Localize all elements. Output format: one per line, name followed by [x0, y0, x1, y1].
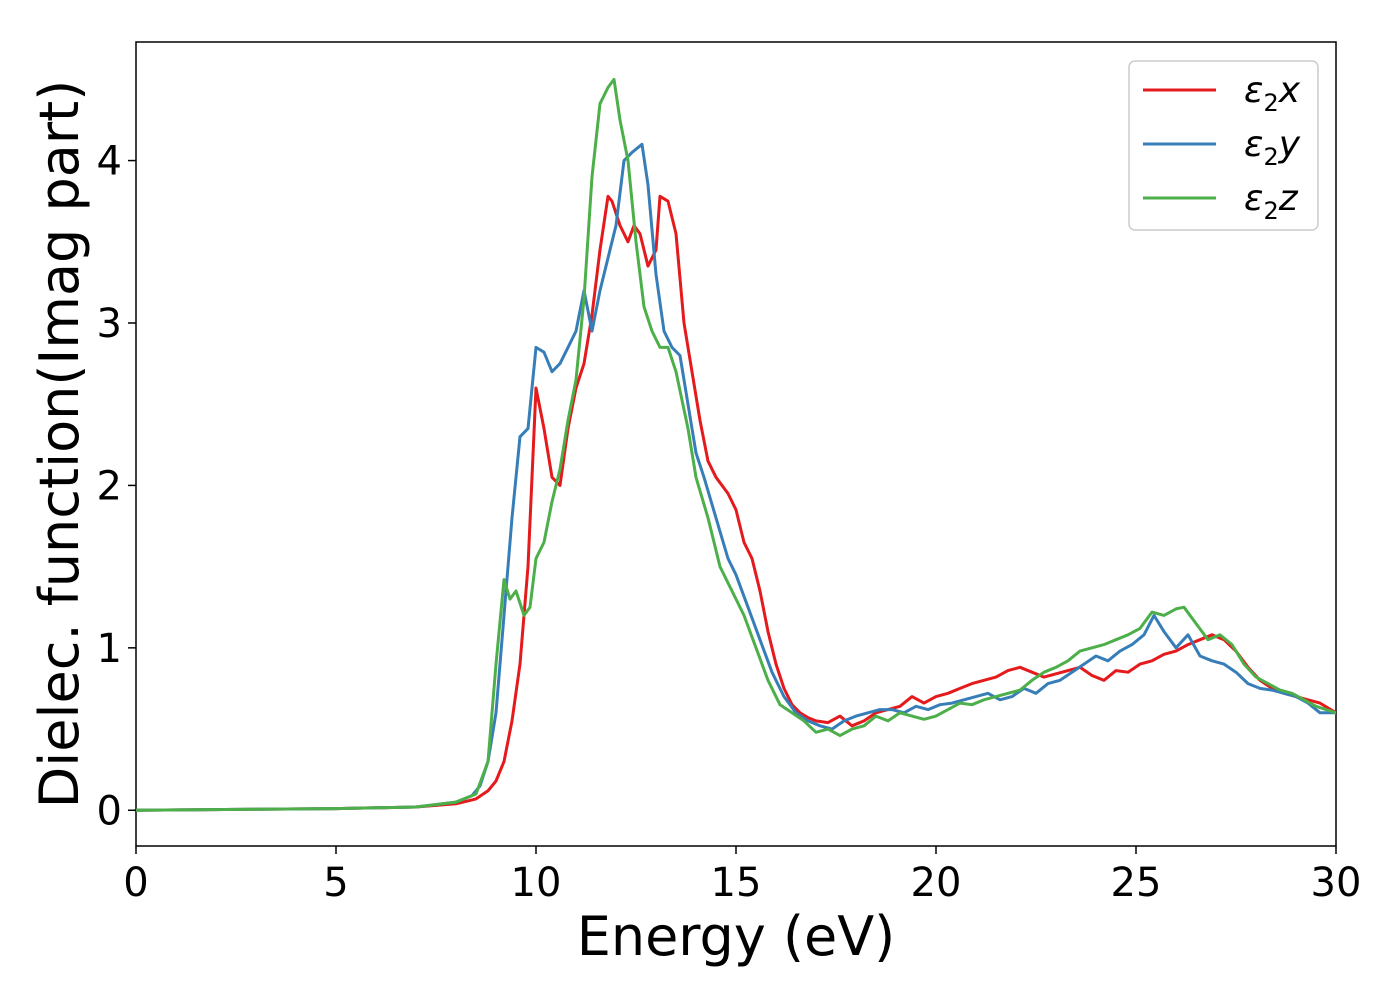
y-tick-label: 4: [97, 139, 122, 185]
y-tick-label: 2: [97, 463, 122, 509]
series-line-z: [136, 77, 1336, 812]
x-tick-label: 20: [911, 860, 962, 906]
x-tick-label: 10: [511, 860, 562, 906]
x-axis-label: Energy (eV): [577, 905, 896, 968]
x-tick-label: 25: [1111, 860, 1162, 906]
y-tick-label: 1: [97, 626, 122, 672]
x-tick-label: 30: [1311, 860, 1362, 906]
legend-label-tail: x: [1278, 70, 1301, 111]
legend-box: [1128, 60, 1319, 231]
x-axis-ticks: 0 5 10 15 20 25 30: [123, 846, 1361, 906]
legend-label-x: ε2x: [1244, 70, 1301, 117]
legend-label-base: ε: [1244, 178, 1263, 219]
x-tick-label: 0: [123, 860, 148, 906]
x-tick-label: 15: [711, 860, 762, 906]
series-layer: [136, 77, 1336, 812]
legend-label-subscript: 2: [1263, 197, 1278, 225]
x-tick-label: 5: [323, 860, 348, 906]
y-axis-label: Dielec. function(Imag part): [28, 80, 91, 809]
series-line-y: [136, 142, 1336, 812]
legend-label-subscript: 2: [1263, 143, 1278, 171]
legend-label-base: ε: [1244, 124, 1263, 165]
y-axis-ticks: 0 1 2 3 4: [97, 139, 136, 834]
legend-label-base: ε: [1244, 70, 1263, 111]
legend-label-tail: y: [1278, 124, 1301, 165]
series-line-x: [136, 194, 1336, 812]
y-tick-label: 3: [97, 301, 122, 347]
y-tick-label: 0: [97, 788, 122, 834]
legend-label-y: ε2y: [1244, 124, 1301, 171]
legend-label-z: ε2z: [1244, 178, 1299, 225]
legend-label-subscript: 2: [1263, 89, 1278, 117]
legend-label-tail: z: [1278, 178, 1299, 219]
